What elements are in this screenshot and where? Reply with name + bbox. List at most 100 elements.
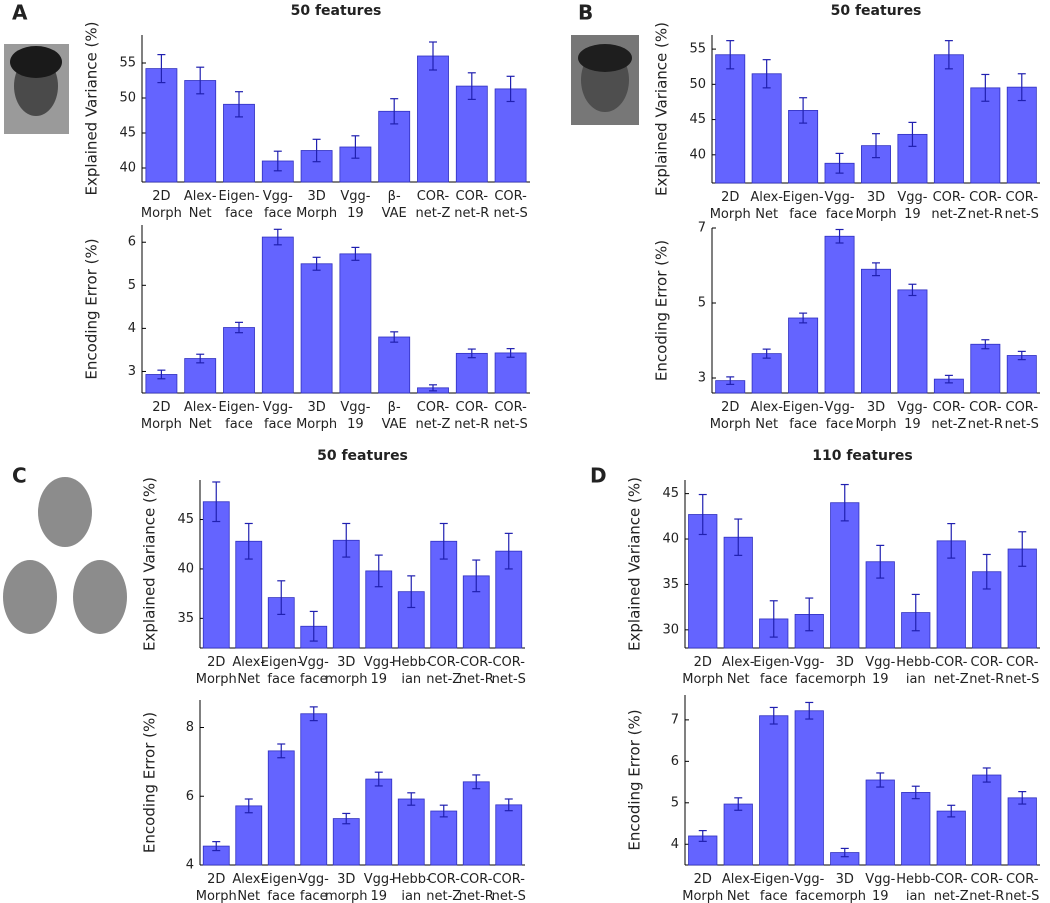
bar xyxy=(1006,86,1037,184)
error-bar xyxy=(439,804,448,818)
bar xyxy=(861,268,891,394)
x-tick-label: 2D Morph xyxy=(195,655,237,687)
x-tick-label: Vgg- face xyxy=(824,400,855,432)
bar xyxy=(865,779,895,866)
x-tick-label: COR- net-S xyxy=(493,400,528,432)
x-tick-label: 2D Morph xyxy=(709,190,751,222)
y-tick-label: 4 xyxy=(128,321,136,336)
y-tick-label: 45 xyxy=(177,512,194,527)
error-bar xyxy=(769,706,778,725)
x-tick-label: 2D Morph xyxy=(682,655,724,687)
bar xyxy=(455,352,488,394)
x-tick-label: 3D morph xyxy=(325,872,368,903)
error-bar xyxy=(982,767,991,783)
bar xyxy=(936,810,966,866)
y-tick-label: 7 xyxy=(671,712,679,727)
error-bar xyxy=(374,771,383,787)
error-bar xyxy=(1018,531,1027,567)
x-tick-label: 3D morph xyxy=(823,655,866,687)
x-tick-label: Eigen- face xyxy=(218,400,260,432)
error-bar xyxy=(439,522,448,560)
x-tick-label: Eigen- face xyxy=(782,190,824,222)
error-bar xyxy=(407,575,416,609)
face-image-a xyxy=(4,44,69,134)
error-bar xyxy=(244,798,253,814)
x-tick-label: Vgg- face xyxy=(298,872,329,903)
x-tick-label: Alex- Net xyxy=(721,872,755,903)
bar xyxy=(1006,355,1037,394)
x-tick-label: COR- net-R xyxy=(969,655,1005,687)
chart-title: 50 features xyxy=(831,3,922,19)
x-tick-label: Vgg- 19 xyxy=(897,400,928,432)
error-bar xyxy=(840,847,849,858)
bar xyxy=(417,55,449,183)
bar xyxy=(715,54,746,184)
error-bar xyxy=(467,72,476,101)
bar xyxy=(933,54,964,184)
x-tick-label: β- VAE xyxy=(381,189,407,221)
bar xyxy=(936,540,966,649)
panel-letter: C xyxy=(12,464,27,488)
error-bar xyxy=(835,228,844,244)
error-bar xyxy=(390,98,399,125)
error-bar xyxy=(472,774,481,790)
x-tick-label: Vgg- 19 xyxy=(897,190,928,222)
bar xyxy=(332,818,360,866)
error-bar xyxy=(506,75,515,103)
bar xyxy=(397,798,425,866)
error-bar xyxy=(212,841,221,852)
x-tick-label: COR- net-Z xyxy=(426,872,462,903)
bar xyxy=(723,803,753,866)
panel-letter: A xyxy=(12,1,28,25)
y-axis-label: Explained Variance (%) xyxy=(626,477,644,651)
x-tick-label: Vgg- 19 xyxy=(865,872,896,903)
y-axis-label: Explained Variance (%) xyxy=(141,477,159,651)
error-bar xyxy=(157,53,166,84)
y-tick-label: 45 xyxy=(662,486,679,501)
x-tick-label: Vgg- 19 xyxy=(340,400,371,432)
error-bar xyxy=(273,228,282,246)
error-bar xyxy=(312,138,321,163)
error-bar xyxy=(244,522,253,560)
x-tick-label: COR- net-S xyxy=(1004,400,1039,432)
error-bar xyxy=(982,553,991,590)
x-tick-label: Vgg- face xyxy=(298,655,329,687)
x-tick-label: COR- net-R xyxy=(458,872,494,903)
error-bar xyxy=(277,580,286,616)
error-bar xyxy=(309,706,318,722)
y-tick-label: 55 xyxy=(119,56,136,71)
bar xyxy=(378,336,411,394)
y-tick-label: 40 xyxy=(662,532,679,547)
error-bar xyxy=(981,73,990,102)
x-tick-label: Vgg- face xyxy=(794,655,825,687)
bar xyxy=(332,539,360,649)
bar xyxy=(794,710,824,866)
error-bar xyxy=(840,483,849,522)
x-tick-label: 3D Morph xyxy=(855,190,897,222)
face-image-c xyxy=(3,477,127,634)
error-bar xyxy=(1017,350,1026,361)
bar xyxy=(824,235,855,394)
y-tick-label: 45 xyxy=(119,126,136,141)
chart-title: 50 features xyxy=(317,448,408,464)
error-bar xyxy=(911,785,920,800)
bar xyxy=(494,352,527,394)
y-tick-label: 5 xyxy=(698,296,706,311)
x-tick-label: Hebb- ian xyxy=(896,655,936,687)
y-tick-label: 4 xyxy=(671,837,679,852)
error-bar xyxy=(876,772,885,788)
y-axis-label: Explained Variance (%) xyxy=(83,22,101,196)
bar xyxy=(897,289,928,394)
y-tick-label: 6 xyxy=(671,754,679,769)
x-tick-label: Eigen- face xyxy=(782,400,824,432)
x-tick-label: Eigen- face xyxy=(260,872,302,903)
y-tick-label: 55 xyxy=(689,42,706,57)
x-tick-label: 2D Morph xyxy=(140,189,182,221)
bar xyxy=(1007,797,1037,866)
x-tick-label: COR- net-S xyxy=(491,655,526,687)
error-bar xyxy=(872,262,880,277)
x-tick-label: 3D morph xyxy=(823,872,866,903)
error-bar xyxy=(698,493,707,536)
